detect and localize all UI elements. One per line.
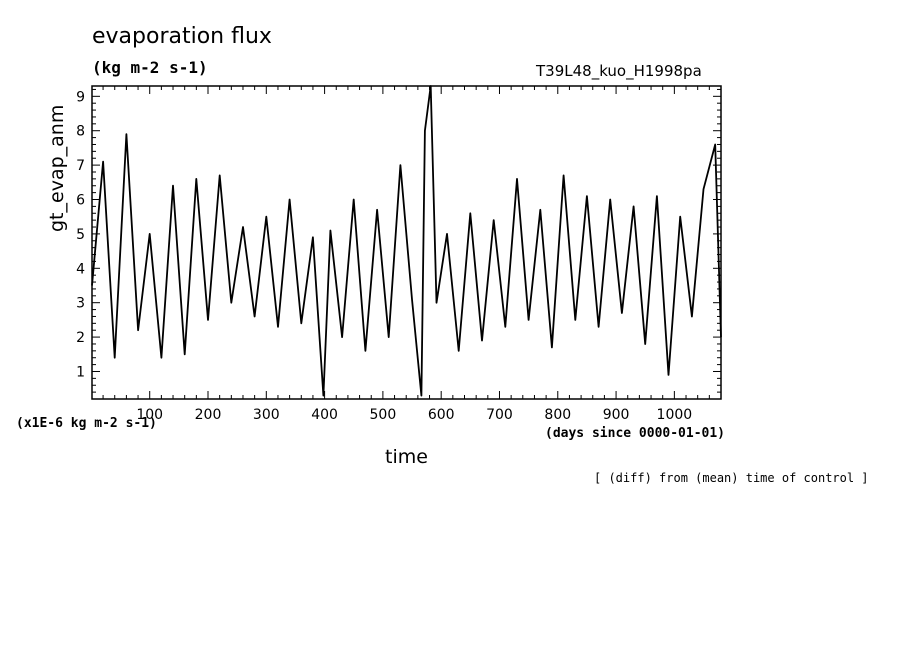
x-tick-label: 200 [195, 407, 222, 423]
footnote: [ (diff) from (mean) time of control ] [594, 471, 869, 485]
x-tick-label: 700 [486, 407, 513, 423]
x-tick-label: 600 [428, 407, 455, 423]
units-label: (kg m-2 s-1) [92, 58, 208, 77]
x-tick-label: 400 [311, 407, 338, 423]
x-unit-note: (days since 0000-01-01) [545, 426, 726, 441]
x-tick-label: 100 [136, 407, 163, 423]
x-tick-label: 300 [253, 407, 280, 423]
x-tick-label: 900 [603, 407, 630, 423]
x-tick-label: 1000 [657, 407, 693, 423]
y-tick-label: 3 [76, 296, 85, 312]
run-label: T39L48_kuo_H1998pa [536, 62, 702, 80]
series-line [91, 85, 722, 397]
series-group [91, 85, 722, 397]
x-tick-label: 500 [370, 407, 397, 423]
y-axis-label: gt_evap_anm [46, 104, 68, 232]
chart-title: evaporation flux [92, 24, 272, 49]
scale-note: (x1E-6 kg m-2 s-1) [16, 416, 157, 431]
y-tick-label: 2 [76, 330, 85, 346]
y-tick-label: 8 [76, 124, 85, 140]
y-tick-label: 9 [76, 89, 85, 105]
y-tick-label: 6 [76, 193, 85, 209]
axis-ticks [92, 86, 722, 400]
y-tick-label: 4 [76, 261, 85, 277]
x-tick-label: 800 [544, 407, 571, 423]
y-tick-label: 7 [76, 158, 85, 174]
x-axis-label: time [385, 446, 428, 468]
y-tick-label: 1 [76, 364, 85, 380]
axis-tick-labels: 100 200 300 400 500 600 700 800 900 1000 1 2 3 4 5 6 7 8 9 [76, 89, 692, 423]
y-tick-label: 5 [76, 227, 85, 243]
